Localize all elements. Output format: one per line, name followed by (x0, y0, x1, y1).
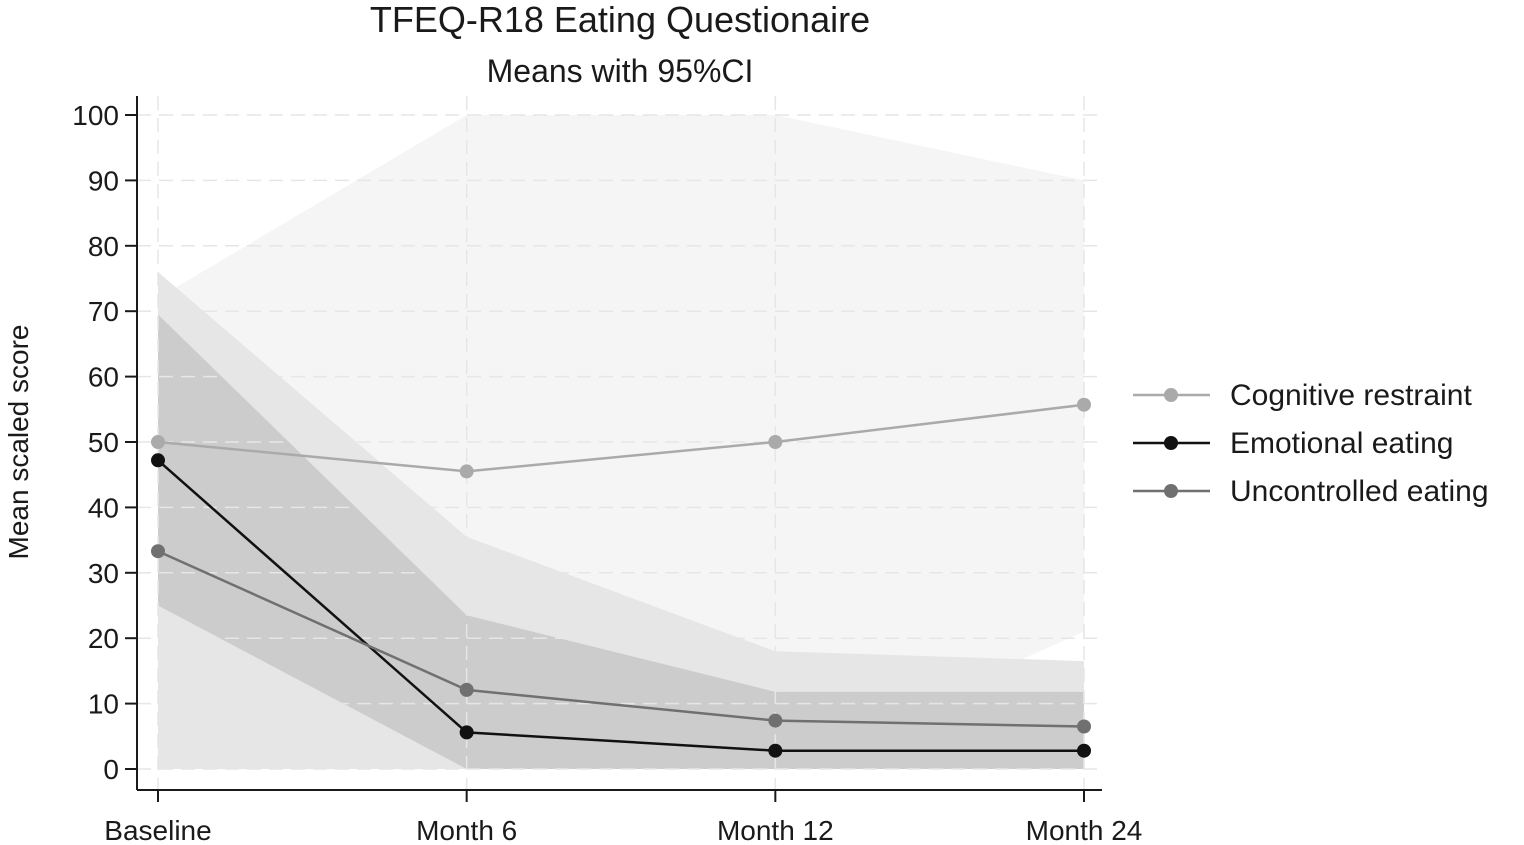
y-tick-label-2: 20 (88, 623, 119, 654)
series-2-point-3 (1077, 719, 1091, 734)
series-1-point-2 (768, 743, 783, 758)
y-tick-label-8: 80 (88, 231, 119, 262)
legend-label-0: Cognitive restraint (1230, 379, 1472, 412)
y-tick-label-4: 40 (88, 492, 119, 523)
gridlines (137, 96, 1102, 790)
series-0-point-0 (151, 435, 165, 449)
legend-label-2: Uncontrolled eating (1230, 475, 1489, 508)
y-tick-label-0: 0 (103, 754, 119, 785)
legend: Cognitive restraint Emotional eating Uncon… (1133, 379, 1489, 508)
series-line-0 (157, 403, 1085, 473)
y-tick-label-5: 50 (88, 427, 119, 458)
series-1-point-1 (459, 725, 474, 740)
series-2-point-2 (768, 713, 783, 728)
y-tick-label-10: 100 (72, 100, 119, 131)
y-tick-label-9: 90 (88, 165, 119, 196)
series-0-point-1 (459, 464, 474, 479)
series-line-1 (157, 459, 1084, 752)
y-tick-label-3: 30 (88, 558, 119, 589)
y-tick-label-6: 60 (88, 362, 119, 393)
x-tick-label-0: Baseline (104, 815, 211, 845)
y-ticks: 0 10 20 30 40 50 60 70 80 90 100 (72, 100, 137, 785)
series-lines (151, 397, 1091, 758)
chart-title: TFEQ-R18 Eating Questionaire (370, 0, 870, 40)
legend-marker-2 (1164, 484, 1178, 498)
series-2-point-1 (459, 682, 474, 697)
y-axis-label: Mean scaled score (3, 324, 34, 559)
legend-marker-1 (1164, 436, 1178, 450)
x-tick-label-1: Month 6 (416, 815, 517, 845)
series-0-point-2 (768, 435, 783, 449)
x-tick-label-2: Month 12 (717, 815, 834, 845)
series-1-point-0 (151, 453, 165, 468)
y-tick-label-1: 10 (88, 689, 119, 720)
series-0-point-3 (1077, 397, 1091, 412)
series-1-point-3 (1077, 743, 1091, 758)
series-2-point-0 (151, 544, 165, 559)
y-tick-label-7: 70 (88, 296, 119, 327)
legend-marker-0 (1164, 388, 1178, 402)
x-ticks: Baseline Month 6 Month 12 Month 24 (104, 790, 1142, 845)
legend-label-1: Emotional eating (1230, 427, 1453, 460)
series-line-2 (157, 550, 1085, 728)
chart-subtitle: Means with 95%CI (487, 53, 754, 89)
x-tick-label-3: Month 24 (1026, 815, 1143, 845)
